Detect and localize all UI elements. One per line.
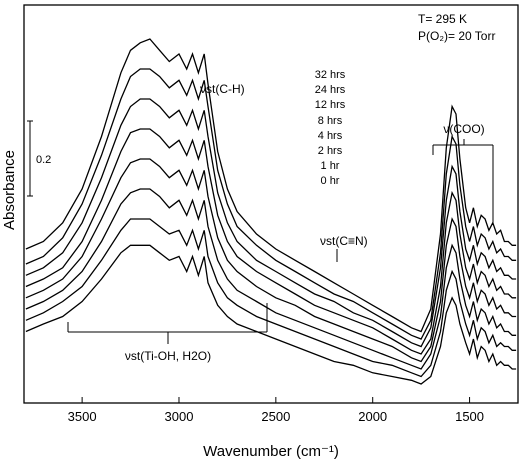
coo-annotation: ν(COO) (443, 122, 484, 136)
series-line-32-hrs (25, 38, 517, 333)
x-axis-label: Wavenumber (cm⁻¹) (203, 443, 339, 460)
time-label: 32 hrs (315, 69, 346, 81)
time-label: 2 hrs (318, 145, 343, 157)
time-label: 24 hrs (315, 84, 346, 96)
cn-stretch-annotation-group: νst(C≡N) (320, 234, 368, 262)
time-label: 1 hr (321, 160, 340, 172)
coo-annotation-group: ν(COO) (432, 122, 494, 225)
x-tick-label: 3000 (165, 409, 194, 424)
series-line-4-hrs (25, 158, 517, 363)
series-line-0-hr (25, 244, 517, 385)
pressure-label: P(O₂)= 20 Torr (418, 29, 495, 43)
plot-frame (23, 4, 519, 404)
cn-stretch-annotation: νst(C≡N) (320, 234, 368, 248)
spectra-series (25, 38, 517, 385)
time-label: 8 hrs (318, 115, 343, 127)
x-axis-ticks: 3500 3000 2500 2000 1500 (68, 397, 484, 424)
scale-bar-label: 0.2 (36, 154, 51, 166)
time-labels: 32 hrs 24 hrs 12 hrs 8 hrs 4 hrs 2 hrs 1… (315, 69, 346, 187)
series-line-24-hrs (25, 68, 517, 340)
series-line-1-hr (25, 218, 517, 378)
tioh-annotation-group: νst(Ti-OH, H2O) (67, 303, 268, 363)
time-label: 12 hrs (315, 99, 346, 111)
ch-stretch-annotation: νst(C-H) (200, 82, 245, 96)
scale-bar: 0.2 (27, 120, 51, 197)
time-label: 4 hrs (318, 130, 343, 142)
x-tick-label: 2500 (261, 409, 290, 424)
x-tick-label: 3500 (68, 409, 97, 424)
temperature-label: T= 295 K (418, 12, 467, 26)
y-axis-label: Absorbance (1, 150, 18, 230)
tioh-annotation: νst(Ti-OH, H2O) (125, 349, 211, 363)
time-label: 0 hr (321, 175, 340, 187)
series-line-12-hrs (25, 98, 517, 348)
series-line-2-hrs (25, 188, 517, 370)
x-tick-label: 2000 (358, 409, 387, 424)
x-tick-label: 1500 (455, 409, 484, 424)
series-line-8-hrs (25, 128, 517, 355)
